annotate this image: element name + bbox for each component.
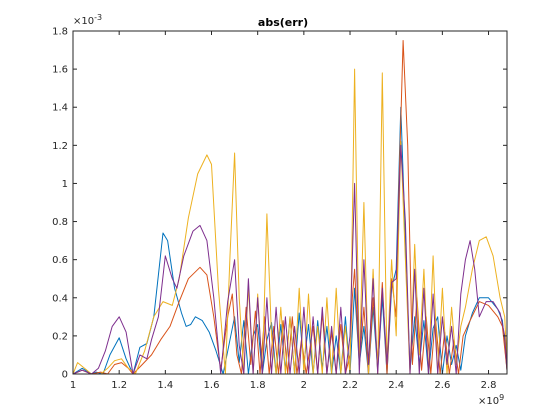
- x-tick-label: 2: [301, 380, 307, 391]
- y-tick-label: 0: [62, 370, 68, 381]
- y-tick-label: 0.2: [52, 331, 68, 342]
- x-tick-label: 1: [70, 380, 76, 391]
- x-tick-label: 1.6: [204, 380, 220, 391]
- x-exponent-base: ×10: [478, 396, 499, 407]
- x-tick-label: 1.8: [250, 380, 266, 391]
- y-exponent-base: ×10: [73, 16, 94, 27]
- plot-series: [72, 40, 508, 375]
- y-exponent-label: ×10-3: [73, 13, 102, 27]
- series-line-1: [72, 106, 508, 375]
- x-exponent-power: 9: [499, 393, 504, 402]
- x-tick-label: 2.2: [342, 380, 358, 391]
- y-tick-label: 1.8: [52, 27, 68, 38]
- y-exponent-power: -3: [94, 13, 102, 22]
- x-exponent-label: ×109: [478, 393, 504, 407]
- axis-ticks: 1 1.2 1.4 1.6 1.8 2 2.2 2.4 2.6 2.8 0 0.2 0.4 0.6 0.8 1…: [52, 27, 507, 391]
- x-tick-label: 1.2: [111, 380, 127, 391]
- y-tick-label: 1: [62, 179, 68, 190]
- x-tick-label: 2.6: [434, 380, 450, 391]
- x-tick-label: 2.8: [481, 380, 497, 391]
- series-line-4: [72, 144, 508, 375]
- y-tick-label: 0.4: [52, 293, 68, 304]
- chart-title: abs(err): [258, 16, 308, 29]
- x-tick-label: 2.4: [388, 380, 404, 391]
- y-tick-label: 0.6: [52, 255, 68, 266]
- plot-area-border: [72, 30, 508, 375]
- y-tick-label: 1.2: [52, 141, 68, 152]
- y-tick-label: 1.4: [52, 103, 68, 114]
- axis-exponents: ×10-3 ×109: [73, 13, 504, 407]
- x-tick-label: 1.4: [157, 380, 173, 391]
- y-tick-label: 1.6: [52, 65, 68, 76]
- y-tick-label: 0.8: [52, 217, 68, 228]
